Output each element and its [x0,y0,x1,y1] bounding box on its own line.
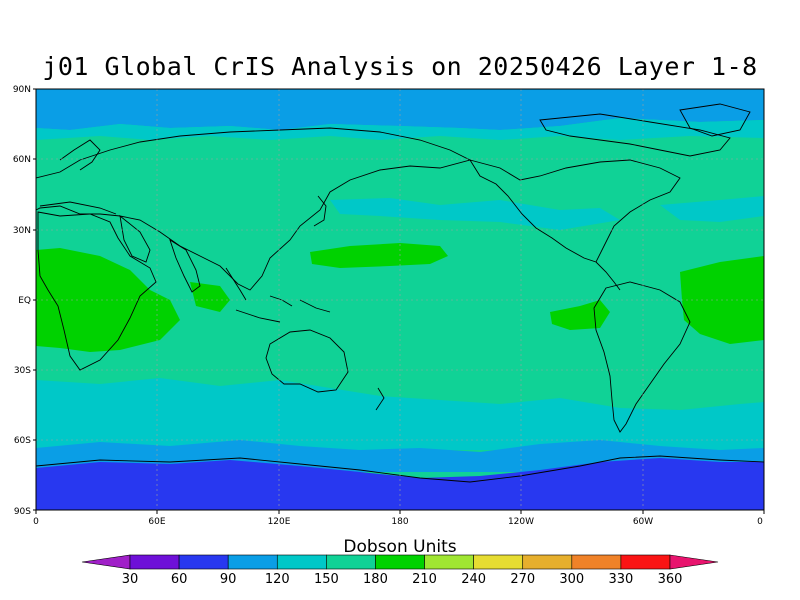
colorbar-box [276,554,327,570]
colorbar-label: 300 [559,572,584,587]
lat-tick: 90N [13,85,31,95]
colorbar-box [620,554,671,570]
colorbar-arrow-high [669,554,719,570]
lat-tick: 90S [14,507,31,517]
lon-tick: 180 [391,517,408,527]
lon-tick: 60E [148,517,165,527]
lon-tick: 60W [633,517,653,527]
lat-axis: 90N 60N 30N EQ 30S 60S 90S [13,85,36,517]
colorbar-box [375,554,425,570]
colorbar-box [178,554,229,570]
lat-tick: 30N [13,226,31,236]
colorbar-label: 60 [171,572,188,587]
lon-tick: 0 [33,517,39,527]
colorbar-label: 330 [608,572,633,587]
colorbar-label: 120 [265,572,290,587]
colorbar-box [473,554,524,570]
colorbar-arrow-low [81,554,131,570]
lon-tick: 0 [757,517,763,527]
band-180-210-pacific [310,243,448,268]
colorbar-label: 150 [314,572,339,587]
colorbar-box [129,554,180,570]
colorbar-label: 240 [461,572,486,587]
colorbar-label: 270 [510,572,535,587]
gridlines [36,89,764,510]
lat-tick: 60S [14,436,31,446]
colorbar-title: Dobson Units [343,537,457,557]
lat-tick: 60N [13,155,31,165]
lon-tick: 120W [508,517,534,527]
colorbar-box [227,554,278,570]
lon-axis: 0 60E 120E 180 120W 60W 0 [33,510,765,527]
ozone-field [36,89,764,510]
band-180-210-indian [190,282,230,312]
colorbar-box [571,554,622,570]
lon-tick: 120E [268,517,291,527]
lat-tick: EQ [18,296,31,306]
colorbar-box [424,554,474,570]
band-120-150-pacific [330,198,620,230]
colorbar: 30 60 90 120 150 180 210 240 270 300 330 360 [81,554,719,587]
colorbar-box [522,554,573,570]
colorbar-label: 30 [122,572,139,587]
coastlines [36,103,764,483]
colorbar-box [326,554,376,570]
colorbar-label: 180 [363,572,388,587]
lat-tick: 30S [14,366,31,376]
colorbar-label: 90 [220,572,237,587]
band-120-150-atlantic [660,196,764,222]
chart-title: j01 Global CrIS Analysis on 20250426 Lay… [42,52,758,81]
colorbar-label: 360 [658,572,683,587]
colorbar-label: 210 [412,572,437,587]
